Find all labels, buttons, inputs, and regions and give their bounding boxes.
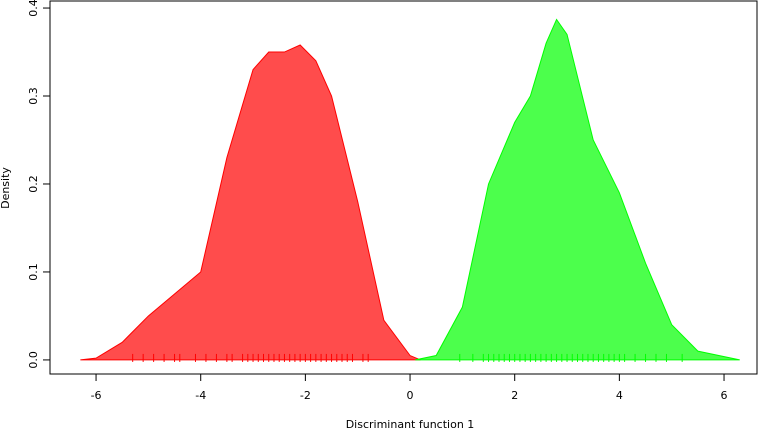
y-tick-label: 0.2: [27, 175, 40, 193]
x-tick-label: -4: [195, 389, 206, 402]
y-tick-label: 0.4: [27, 0, 40, 17]
x-tick-label: 4: [616, 389, 623, 402]
x-tick-label: -2: [300, 389, 311, 402]
y-tick-label: 0.3: [27, 87, 40, 105]
density-area: [415, 18, 740, 361]
y-axis-label: Density: [0, 167, 12, 209]
y-tick-label: 0.0: [27, 351, 40, 369]
x-tick-label: 6: [721, 389, 728, 402]
x-tick-label: -6: [91, 389, 102, 402]
density-area: [80, 44, 421, 361]
x-tick-label: 0: [407, 389, 414, 402]
y-tick-label: 0.1: [27, 263, 40, 281]
x-tick-label: 2: [511, 389, 518, 402]
x-axis-label: Discriminant function 1: [346, 418, 475, 429]
plot-box: [49, 0, 758, 375]
